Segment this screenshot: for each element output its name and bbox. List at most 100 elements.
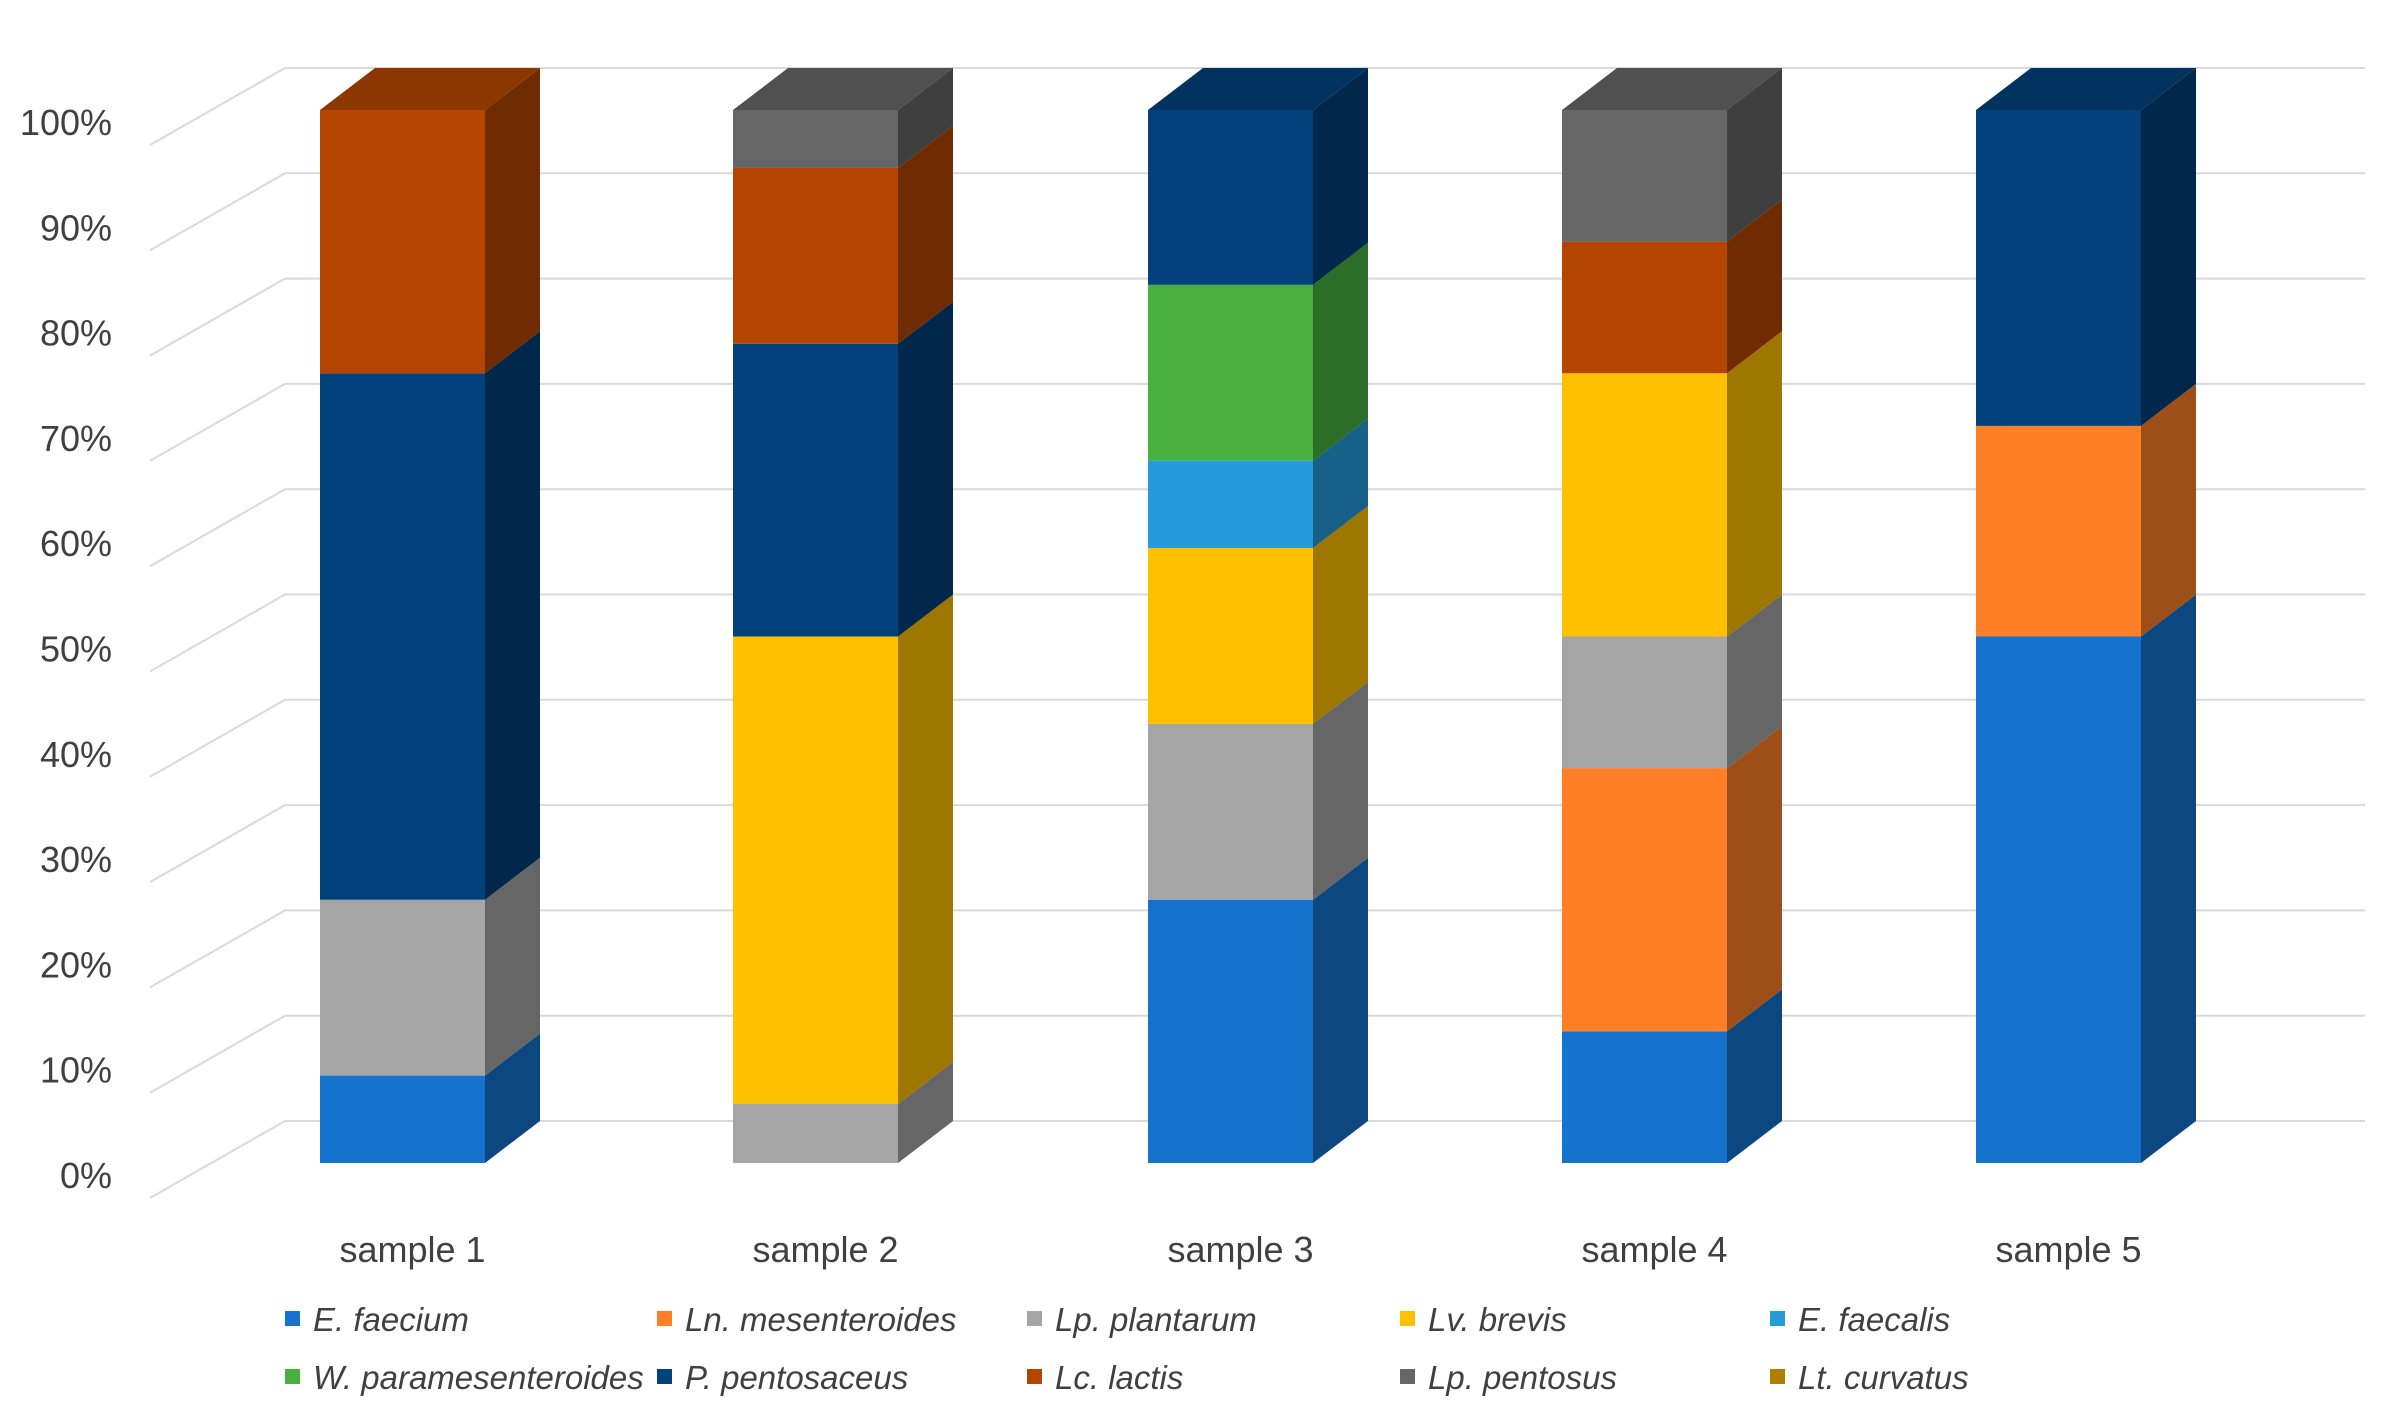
- bar-front-face: [1976, 636, 2141, 1163]
- legend-label: E. faecalis: [1798, 1301, 1950, 1338]
- bar-side-face: [1727, 594, 1782, 769]
- bar-front-face: [1148, 899, 1313, 1163]
- legend-entry-lc-lactis[interactable]: Lc. lactis: [1027, 1359, 1183, 1396]
- bar-side-face: [1313, 68, 1368, 285]
- bar-segment-e-faecium[interactable]: [1976, 594, 2196, 1164]
- legend-entry-lp-pentosus[interactable]: Lp. pentosus: [1400, 1359, 1617, 1396]
- bar-front-face: [1976, 425, 2141, 637]
- x-category-label: sample 4: [1581, 1229, 1727, 1270]
- bar-segment-lc-lactis[interactable]: [320, 68, 540, 374]
- bar-segment-e-faecium[interactable]: [1562, 989, 1782, 1163]
- legend-label: Lp. plantarum: [1055, 1301, 1257, 1338]
- bar-segment-lv-brevis[interactable]: [1148, 506, 1368, 724]
- bar-side-face: [1727, 726, 1782, 1032]
- legend-label: Lv. brevis: [1428, 1301, 1567, 1338]
- bar-segment-p-pentosaceus[interactable]: [320, 331, 540, 900]
- bar-side-face: [898, 125, 953, 344]
- x-axis-categories: sample 1 sample 2 sample 3 sample 4 sample 5: [339, 1229, 2141, 1270]
- y-tick-label: 20%: [40, 944, 112, 985]
- bar-segment-p-pentosaceus[interactable]: [1148, 68, 1368, 285]
- column-sample-1: [320, 68, 540, 1163]
- bar-front-face: [1562, 241, 1727, 374]
- x-category-label: sample 1: [339, 1229, 485, 1270]
- legend-entry-e-faecium[interactable]: E. faecium: [285, 1301, 469, 1338]
- bar-side-face: [2141, 594, 2196, 1163]
- bar-segment-ln-mesenteroides[interactable]: [1976, 383, 2196, 637]
- bar-front-face: [1976, 110, 2141, 426]
- bar-segment-p-pentosaceus[interactable]: [1976, 68, 2196, 426]
- bar-front-face: [733, 1104, 898, 1163]
- bar-segment-lv-brevis[interactable]: [733, 594, 953, 1105]
- legend-swatch: [1400, 1311, 1415, 1326]
- bar-segment-lp-pentosus[interactable]: [1562, 68, 1782, 242]
- bar-segment-lp-plantarum[interactable]: [1148, 681, 1368, 900]
- bar-segment-ln-mesenteroides[interactable]: [1562, 726, 1782, 1032]
- bar-front-face: [1562, 110, 1727, 242]
- bar-segment-lp-plantarum[interactable]: [320, 857, 540, 1076]
- bar-front-face: [733, 110, 898, 168]
- bar-front-face: [1148, 548, 1313, 724]
- bar-side-face: [1727, 199, 1782, 374]
- y-tick-label: 80%: [40, 313, 112, 354]
- bar-segment-lp-plantarum[interactable]: [1562, 594, 1782, 769]
- y-tick-label: 40%: [40, 734, 112, 775]
- bar-segment-lp-plantarum[interactable]: [733, 1062, 953, 1163]
- column-sample-2: [733, 68, 953, 1163]
- bar-front-face: [733, 636, 898, 1105]
- legend-label: Lc. lactis: [1055, 1359, 1183, 1396]
- legend-entry-e-faecalis[interactable]: E. faecalis: [1770, 1301, 1950, 1338]
- bar-front-face: [320, 899, 485, 1076]
- legend-entry-lt-curvatus[interactable]: Lt. curvatus: [1770, 1359, 1969, 1396]
- bar-front-face: [320, 373, 485, 900]
- bar-side-face: [898, 68, 953, 168]
- bar-front-face: [1562, 1031, 1727, 1163]
- legend-entry-ln-mesenteroides[interactable]: Ln. mesenteroides: [657, 1301, 957, 1338]
- x-category-label: sample 3: [1167, 1229, 1313, 1270]
- legend-label: W. paramesenteroides: [313, 1359, 644, 1396]
- column-sample-3: [1148, 68, 1368, 1163]
- bar-side-face: [485, 331, 540, 900]
- bar-segment-lv-brevis[interactable]: [1562, 331, 1782, 637]
- legend-label: Lt. curvatus: [1798, 1359, 1969, 1396]
- bar-side-face: [1313, 857, 1368, 1163]
- bar-front-face: [733, 167, 898, 344]
- y-tick-label: 30%: [40, 839, 112, 880]
- column-sample-5: [1976, 68, 2196, 1163]
- legend-label: Ln. mesenteroides: [685, 1301, 957, 1338]
- bar-front-face: [1148, 284, 1313, 461]
- legend-swatch: [1027, 1369, 1042, 1384]
- bar-front-face: [1562, 373, 1727, 637]
- bar-segment-e-faecium[interactable]: [1148, 857, 1368, 1163]
- legend-swatch: [285, 1369, 300, 1384]
- legend-entry-lv-brevis[interactable]: Lv. brevis: [1400, 1301, 1567, 1338]
- legend-entry-p-pentosaceus[interactable]: P. pentosaceus: [657, 1359, 908, 1396]
- legend-swatch: [657, 1369, 672, 1384]
- bar-side-face: [898, 594, 953, 1105]
- legend-label: E. faecium: [313, 1301, 469, 1338]
- bar-segment-w-paramesenteroides[interactable]: [1148, 242, 1368, 461]
- y-tick-label: 50%: [40, 629, 112, 670]
- bar-segment-lc-lactis[interactable]: [733, 125, 953, 344]
- bar-side-face: [1313, 418, 1368, 549]
- bar-top-face: [320, 68, 540, 110]
- bar-segment-e-faecalis[interactable]: [1148, 418, 1368, 549]
- legend-entry-w-paramesenteroides[interactable]: W. paramesenteroides: [285, 1359, 644, 1396]
- legend-label: P. pentosaceus: [685, 1359, 908, 1396]
- legend-swatch: [1770, 1369, 1785, 1384]
- bar-side-face: [485, 1033, 540, 1163]
- bar-segment-lp-pentosus[interactable]: [733, 68, 953, 168]
- bar-segment-e-faecium[interactable]: [320, 1033, 540, 1163]
- legend: E. faecium Ln. mesenteroides Lp. plantarum…: [285, 1301, 1969, 1396]
- bar-side-face: [2141, 68, 2196, 426]
- bar-side-face: [1727, 68, 1782, 242]
- bar-side-face: [898, 1062, 953, 1163]
- bar-segment-p-pentosaceus[interactable]: [733, 301, 953, 637]
- legend-entry-lp-plantarum[interactable]: Lp. plantarum: [1027, 1301, 1257, 1338]
- bar-segment-lc-lactis[interactable]: [1562, 199, 1782, 374]
- bar-side-face: [898, 301, 953, 637]
- y-tick-label: 90%: [40, 207, 112, 248]
- bar-front-face: [1148, 723, 1313, 900]
- legend-swatch: [1027, 1311, 1042, 1326]
